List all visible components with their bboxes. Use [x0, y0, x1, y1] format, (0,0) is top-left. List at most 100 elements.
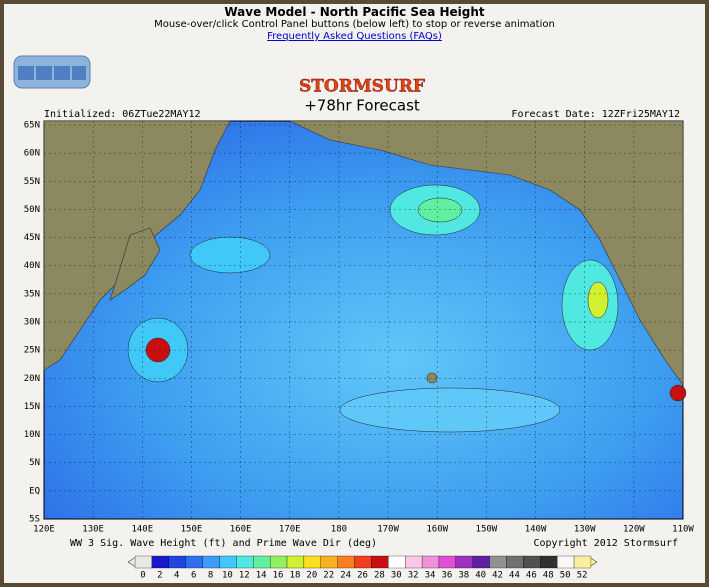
contour: [417, 197, 463, 223]
contours: [127, 184, 687, 433]
lon-label: 130W: [574, 525, 596, 535]
forecast-date: Forecast Date: 12ZFri25MAY12: [511, 109, 680, 120]
lat-label: 35N: [24, 289, 40, 299]
lon-label: 110W: [672, 525, 694, 535]
lon-label: 150W: [476, 525, 498, 535]
legend-swatch: [472, 555, 490, 569]
hawaii: [426, 372, 438, 384]
lat-label: 40N: [24, 261, 40, 271]
legend-label: 42: [492, 571, 503, 581]
lat-label: 20N: [24, 374, 40, 384]
legend-label: 6: [191, 571, 196, 581]
legend-swatch: [286, 555, 305, 569]
lon-label: 140W: [525, 525, 547, 535]
legend-label: 10: [222, 571, 233, 581]
legend-label: 30: [391, 571, 402, 581]
legend-label: 50: [560, 571, 571, 581]
legend-swatch: [438, 555, 457, 569]
lat-label: 60N: [24, 149, 40, 159]
legend-swatch: [151, 555, 169, 569]
legend-label: 16: [273, 571, 284, 581]
legend-swatch: [320, 555, 338, 569]
legend-label: 32: [408, 571, 419, 581]
legend-label: 52: [577, 571, 588, 581]
legend-swatch: [269, 555, 288, 569]
legend-label: 20: [306, 571, 317, 581]
lon-label: 160W: [426, 525, 448, 535]
legend-label: 46: [526, 571, 537, 581]
lat-label: 45N: [24, 233, 40, 243]
legend-label: 38: [458, 571, 469, 581]
legend-label: 40: [475, 571, 486, 581]
page-title: Wave Model - North Pacific Sea Height: [224, 5, 485, 19]
lon-label: 140E: [131, 525, 153, 535]
legend-label: 24: [340, 571, 351, 581]
button[interactable]: [54, 66, 70, 80]
lon-label: 120W: [623, 525, 645, 535]
legend-arrow: [127, 556, 137, 568]
legend-label: 44: [509, 571, 520, 581]
legend-swatch: [354, 555, 372, 569]
contour: [339, 387, 561, 433]
contour: [669, 384, 687, 402]
legend-label: 48: [543, 571, 554, 581]
legend-label: 4: [174, 571, 179, 581]
initialized: Initialized: 06ZTue22MAY12: [44, 109, 201, 120]
lon-label: 130E: [82, 525, 104, 535]
legend-swatch: [202, 555, 220, 569]
legend-swatch: [185, 555, 203, 569]
caption: WW 3 Sig. Wave Height (ft) and Prime Wav…: [70, 538, 377, 549]
japan: [109, 227, 161, 301]
lat-label: 65N: [24, 121, 40, 131]
legend-label: 36: [442, 571, 453, 581]
legend-swatch: [573, 555, 592, 569]
legend-label: 0: [140, 571, 145, 581]
legend-label: 26: [357, 571, 368, 581]
legend-label: 8: [208, 571, 213, 581]
legend-swatch: [219, 555, 237, 569]
legend-label: 28: [374, 571, 385, 581]
legend-swatch: [489, 555, 507, 569]
subtitle: Mouse-over/click Control Panel buttons (…: [154, 19, 555, 30]
legend-label: 12: [239, 571, 250, 581]
legend-swatch: [303, 555, 321, 569]
control-panel[interactable]: [13, 55, 91, 89]
lon-label: 170E: [279, 525, 301, 535]
legend-swatch: [253, 555, 271, 569]
forecast-label: +78hr Forecast: [304, 97, 420, 115]
lat-label: 15N: [24, 402, 40, 412]
legend-swatch: [523, 555, 541, 569]
lon-label: 150E: [181, 525, 203, 535]
lat-label: 55N: [24, 177, 40, 187]
lat-label: 50N: [24, 205, 40, 215]
legend-swatch: [134, 555, 153, 569]
lon-label: 170W: [377, 525, 399, 535]
legend-swatch: [506, 555, 524, 569]
legend-swatch: [371, 555, 389, 569]
button[interactable]: [18, 66, 34, 80]
lat-label: 30N: [24, 318, 40, 328]
lon-label: 160E: [230, 525, 252, 535]
legend-label: 14: [256, 571, 267, 581]
lon-label: 180: [331, 525, 347, 535]
brand: STORMSURF: [299, 77, 425, 97]
lat-label: 5S: [29, 515, 40, 525]
copyright: Copyright 2012 Stormsurf: [534, 538, 679, 549]
legend-label: 18: [290, 571, 301, 581]
legend-swatch: [168, 555, 186, 569]
legend-swatch: [236, 555, 254, 569]
legend-swatch: [337, 555, 355, 569]
lat-label: 10N: [24, 430, 40, 440]
lat-label: 25N: [24, 346, 40, 356]
contour: [189, 236, 271, 274]
legend-label: 22: [323, 571, 334, 581]
contour: [587, 281, 609, 319]
button[interactable]: [72, 66, 86, 80]
legend-swatch: [405, 555, 423, 569]
lon-label: 120E: [33, 525, 55, 535]
legend-label: 2: [157, 571, 162, 581]
button[interactable]: [36, 66, 52, 80]
faq-link[interactable]: Frequently Asked Questions (FAQs): [267, 31, 442, 42]
lat-label: EQ: [29, 486, 40, 496]
